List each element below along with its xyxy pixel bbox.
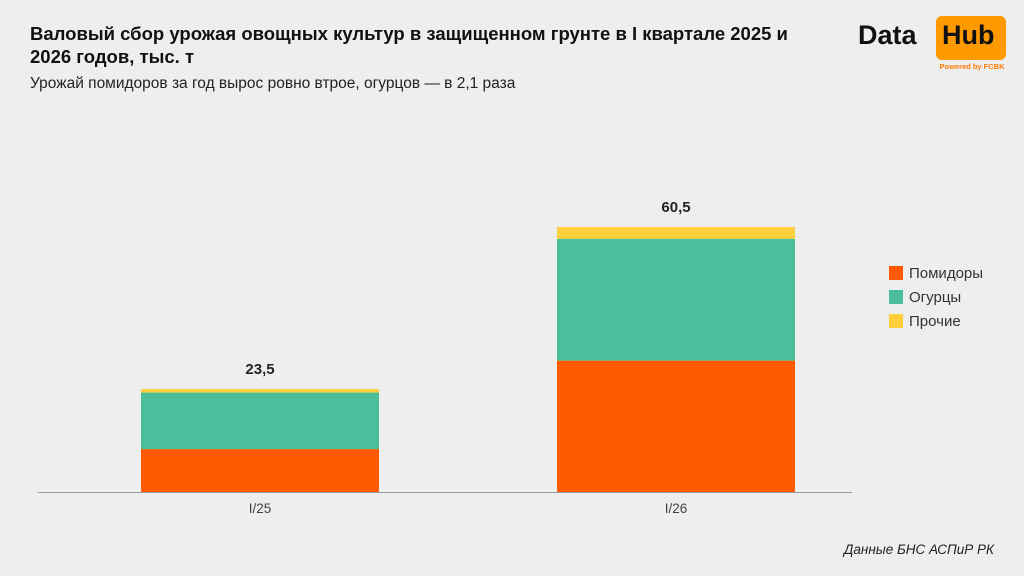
legend-item-1: Помидоры: [889, 261, 983, 285]
legend-swatch: [889, 290, 903, 304]
logo-word-data: Data: [858, 20, 917, 50]
legend-swatch: [889, 314, 903, 328]
logo-word-hub: Hub: [942, 20, 995, 50]
logo-hub-box: Hub: [936, 16, 1006, 60]
legend-item-2: Огурцы: [889, 285, 983, 309]
logo-tagline: Powered by FCBK: [939, 62, 1005, 71]
legend-item-3: Прочие: [889, 309, 983, 333]
bar-segment-2-1: [141, 392, 379, 450]
chart-subtitle: Урожай помидоров за год вырос ровно втро…: [30, 75, 516, 92]
total-label-2: 60,5: [661, 199, 690, 216]
chart-title: Валовый сбор урожая овощных культур в за…: [30, 23, 788, 67]
bar-segment-2-2: [557, 238, 795, 361]
total-label-1: 23,5: [245, 361, 274, 378]
bar-segment-3-2: [557, 227, 795, 239]
bar-segment-1-1: [141, 449, 379, 492]
x-tick-label-1: I/25: [249, 501, 272, 516]
x-tick-label-2: I/26: [665, 501, 688, 516]
legend-label: Помидоры: [909, 264, 984, 282]
legend-swatch: [889, 266, 903, 280]
chart-legend: Помидоры Огурцы Прочие: [889, 261, 983, 333]
legend-label: Огурцы: [909, 288, 962, 306]
bar-segment-1-2: [557, 360, 795, 492]
bar-segment-3-1: [141, 389, 379, 393]
legend-label: Прочие: [909, 312, 961, 330]
data-source: Данные БНС АСПиР РК: [843, 542, 994, 557]
datahub-logo: Data Hub Powered by FCBK: [858, 16, 1008, 74]
